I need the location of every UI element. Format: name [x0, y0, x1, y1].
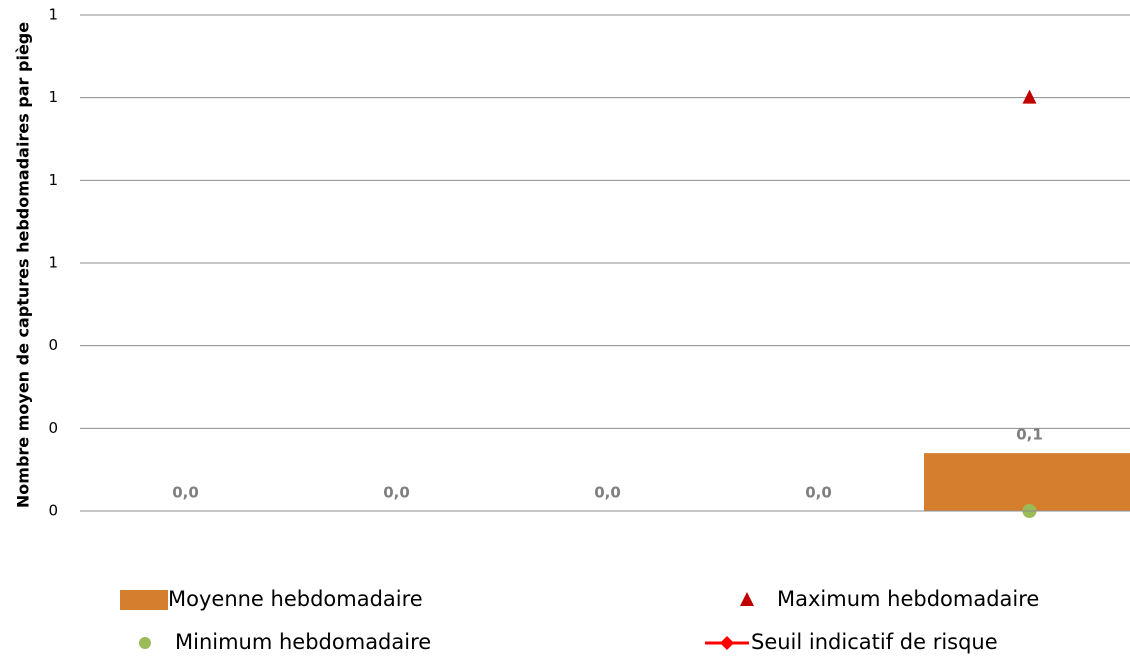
marker [1022, 89, 1037, 104]
data-label: 0,1 [1016, 426, 1043, 444]
legend-label: Moyenne hebdomadaire [168, 587, 423, 611]
y-tick-label: 1 [48, 171, 58, 189]
y-tick-label: 1 [48, 254, 58, 272]
y-tick-label: 0 [48, 502, 58, 520]
legend-swatch [720, 636, 734, 650]
legend-swatch [120, 590, 168, 610]
y-tick-label: 0 [48, 419, 58, 437]
data-label: 0,0 [172, 484, 199, 502]
y-tick-label: 1 [48, 6, 58, 24]
legend-label: Seuil indicatif de risque [751, 630, 998, 654]
legend-label: Maximum hebdomadaire [777, 587, 1039, 611]
legend-swatch [139, 637, 151, 649]
y-tick-label: 0 [48, 336, 58, 354]
data-label: 0,0 [383, 484, 410, 502]
data-label: 0,0 [594, 484, 621, 502]
y-tick-label: 1 [48, 88, 58, 106]
y-axis-title: Nombre moyen de captures hebdomadaires p… [14, 22, 33, 508]
legend-label: Minimum hebdomadaire [175, 630, 431, 654]
bar [924, 453, 1130, 511]
data-label: 0,0 [805, 484, 832, 502]
legend-swatch [740, 592, 754, 606]
